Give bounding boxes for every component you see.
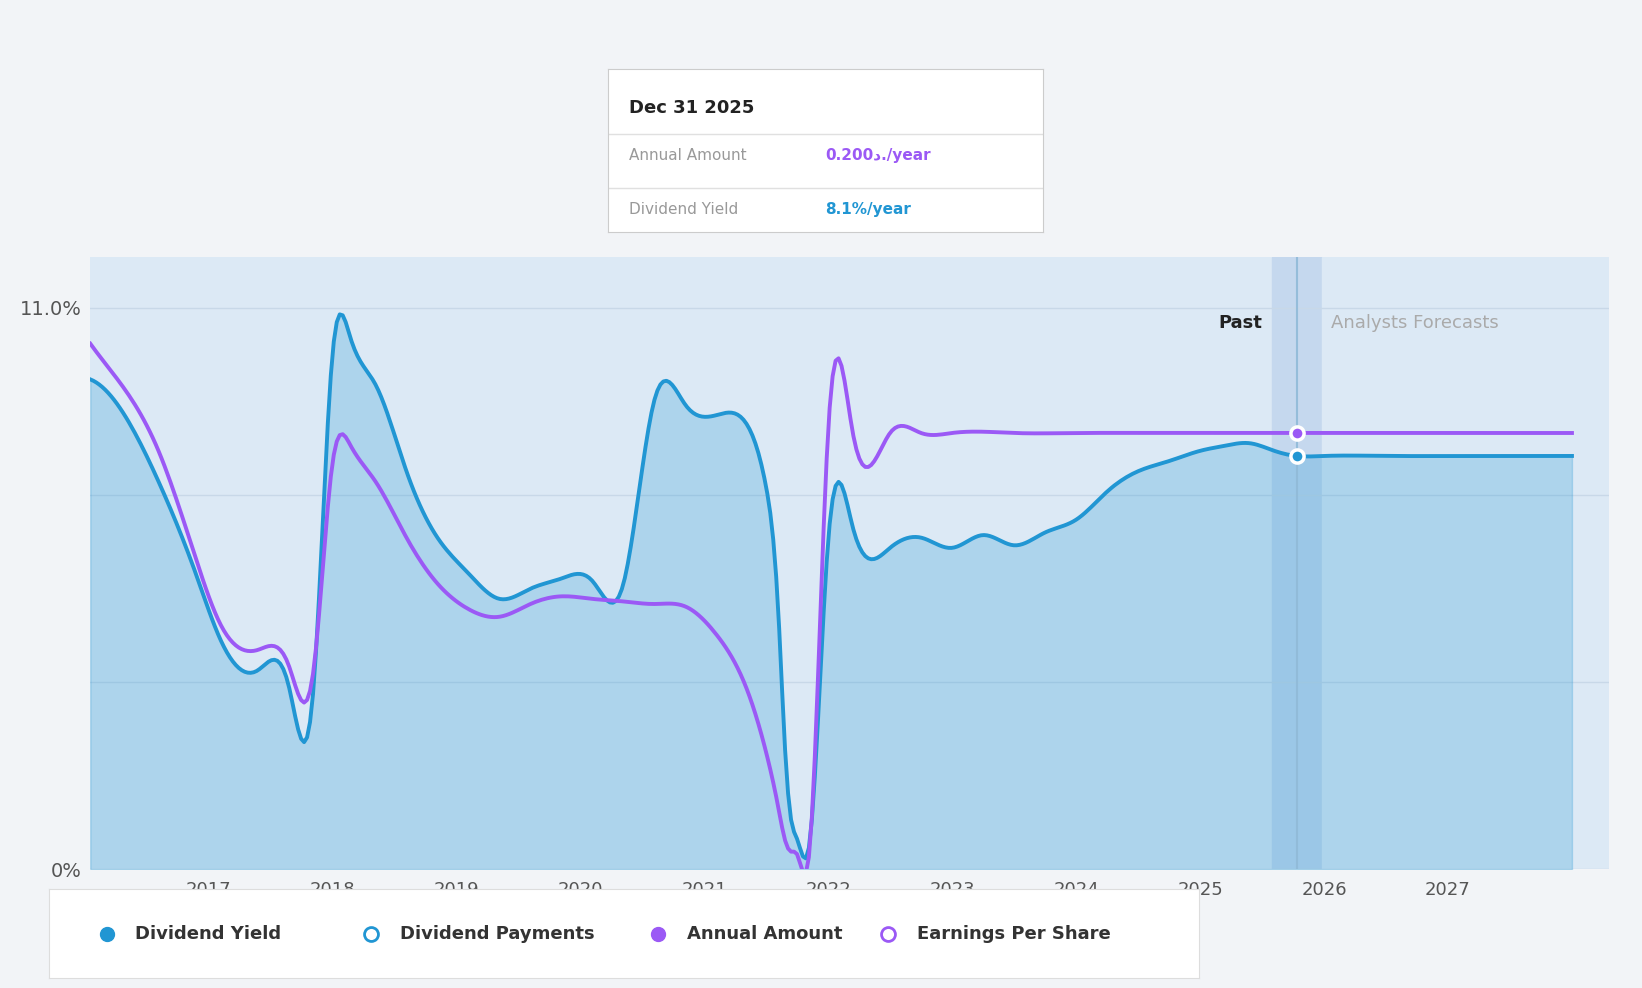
Text: Dividend Yield: Dividend Yield xyxy=(136,925,281,943)
Text: Analysts Forecasts: Analysts Forecasts xyxy=(1332,314,1499,332)
Text: 8.1%/year: 8.1%/year xyxy=(824,202,911,216)
Bar xyxy=(1322,257,1609,869)
Text: Annual Amount: Annual Amount xyxy=(688,925,842,943)
Text: 0.200د./year: 0.200د./year xyxy=(824,148,931,163)
Text: Dividend Yield: Dividend Yield xyxy=(629,202,739,216)
Point xyxy=(1284,425,1310,441)
Text: Dividend Payments: Dividend Payments xyxy=(401,925,594,943)
Text: Dec 31 2025: Dec 31 2025 xyxy=(629,99,755,117)
Bar xyxy=(1273,257,1322,869)
Text: Earnings Per Share: Earnings Per Share xyxy=(916,925,1110,943)
Text: Past: Past xyxy=(1218,314,1263,332)
Point xyxy=(1284,449,1310,464)
Text: Annual Amount: Annual Amount xyxy=(629,148,747,163)
